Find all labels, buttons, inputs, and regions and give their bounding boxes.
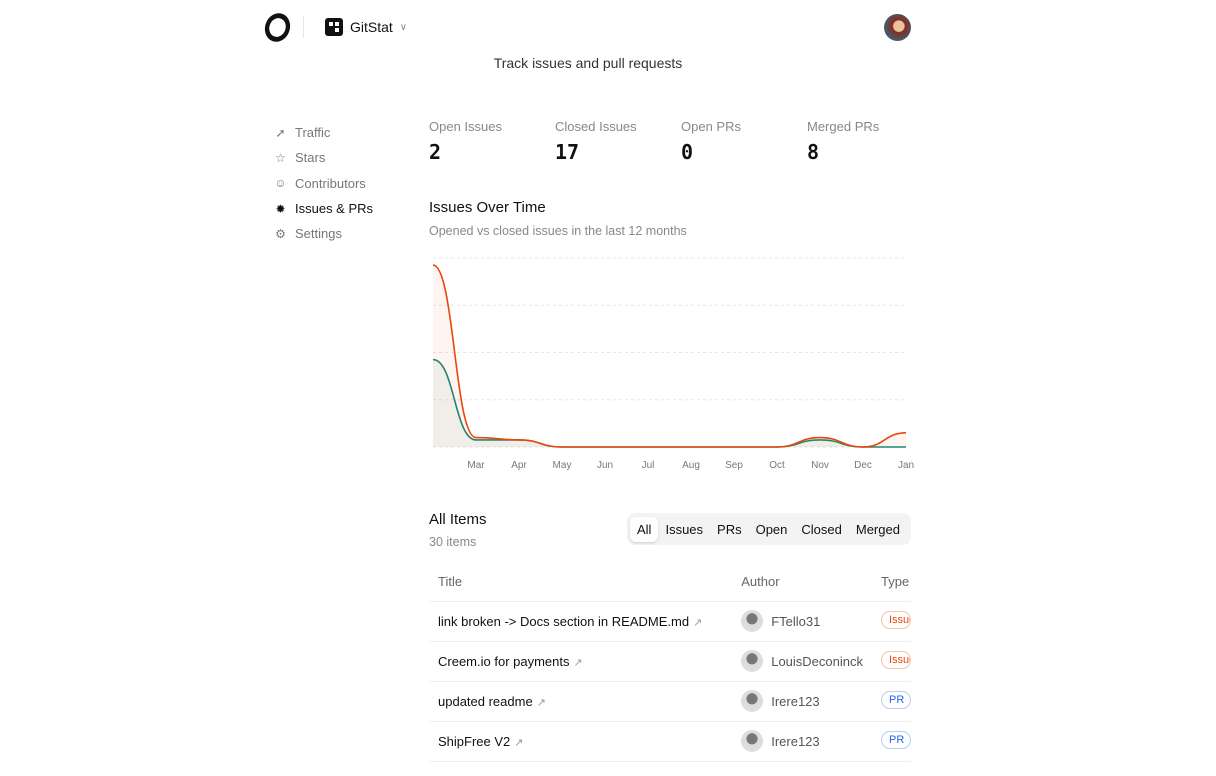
chart-title: Issues Over Time xyxy=(429,199,546,216)
filter-issues[interactable]: Issues xyxy=(665,521,704,537)
filter-prs[interactable]: PRs xyxy=(717,521,742,537)
x-tick-label: Jan xyxy=(898,460,914,471)
column-type[interactable]: Type xyxy=(872,563,911,602)
x-tick-label: Mar xyxy=(467,460,485,471)
table-row[interactable]: updated readme ↗ Irere123 PR xyxy=(429,681,911,722)
series-line-closed xyxy=(432,358,906,448)
item-title[interactable]: updated readme ↗ xyxy=(429,681,733,722)
type-badge: PR xyxy=(881,730,911,749)
bug-icon: ✹ xyxy=(275,201,286,216)
external-link-icon[interactable]: ↗ xyxy=(573,656,583,669)
type-badge: PR xyxy=(881,690,911,709)
item-author: FTello31 xyxy=(741,610,872,632)
filter-open[interactable]: Open xyxy=(755,521,788,537)
item-author: LouisDeconinck xyxy=(741,650,872,672)
stat-merged-prs: Merged PRs 8 xyxy=(807,119,880,164)
x-tick-label: Sep xyxy=(725,460,743,471)
external-link-icon[interactable]: ↗ xyxy=(514,736,524,749)
table-row[interactable]: link broken -> Docs section in README.md… xyxy=(429,601,911,642)
item-title[interactable]: Creem.io for payments ↗ xyxy=(429,641,733,682)
stat-open-prs: Open PRs 0 xyxy=(681,119,741,164)
column-author[interactable]: Author xyxy=(732,563,872,602)
filter-closed[interactable]: Closed xyxy=(801,521,842,537)
item-author: Irere123 xyxy=(741,730,872,752)
sidebar-item-traffic[interactable]: ➚ Traffic xyxy=(275,125,331,141)
pointer-icon: ➚ xyxy=(275,125,286,140)
external-link-icon[interactable]: ↗ xyxy=(536,696,546,709)
page-tagline: Track issues and pull requests xyxy=(493,55,683,71)
divider xyxy=(303,16,304,38)
external-link-icon[interactable]: ↗ xyxy=(693,616,703,629)
project-name: GitStat xyxy=(350,19,393,35)
series-area xyxy=(433,265,906,447)
x-tick-label: Jul xyxy=(642,460,655,471)
project-switcher[interactable]: GitStat ∨ xyxy=(325,18,407,36)
x-tick-label: May xyxy=(553,460,572,471)
star-icon: ☆ xyxy=(275,150,286,165)
sidebar-nav: ➚ Traffic ☆ Stars ☺ Contributors ✹ Issues & … xyxy=(274,120,373,246)
x-tick-label: Oct xyxy=(769,460,785,471)
items-title: All Items xyxy=(429,511,487,528)
filter-all[interactable]: All xyxy=(630,516,659,542)
author-avatar xyxy=(741,730,764,752)
items-table: Title Author Type link broken -> Docs sect… xyxy=(429,563,911,762)
type-badge: Issue xyxy=(881,650,911,669)
stat-open-issues: Open Issues 2 xyxy=(429,119,502,164)
x-tick-label: Jun xyxy=(597,460,613,471)
x-tick-label: Dec xyxy=(854,460,872,471)
x-tick-label: Aug xyxy=(682,460,700,471)
x-tick-label: Nov xyxy=(811,460,829,471)
chevron-down-icon: ∨ xyxy=(399,21,408,33)
x-tick-label: Apr xyxy=(511,460,527,471)
type-badge: Issue xyxy=(881,610,911,629)
user-avatar[interactable] xyxy=(884,14,911,41)
series-line-opened xyxy=(432,264,907,448)
sidebar-item-issues-prs[interactable]: ✹ Issues & PRs xyxy=(275,201,374,217)
table-row[interactable]: ShipFree V2 ↗ Irere123 PR xyxy=(429,721,911,762)
sidebar-item-stars[interactable]: ☆ Stars xyxy=(275,150,326,166)
author-avatar xyxy=(741,690,764,712)
author-avatar xyxy=(741,650,764,672)
chart-subtitle: Opened vs closed issues in the last 12 m… xyxy=(429,224,687,238)
item-title[interactable]: ShipFree V2 ↗ xyxy=(429,721,733,762)
filter-merged[interactable]: Merged xyxy=(855,521,900,537)
sidebar-item-settings[interactable]: ⚙ Settings xyxy=(275,226,342,242)
filter-tabs: All Issues PRs Open Closed Merged xyxy=(627,513,911,545)
table-row[interactable]: Creem.io for payments ↗ LouisDeconinck Is… xyxy=(429,641,911,682)
item-author: Irere123 xyxy=(741,690,872,712)
author-avatar xyxy=(741,610,764,632)
series-area xyxy=(433,359,906,447)
sidebar-item-contributors[interactable]: ☺ Contributors xyxy=(274,175,366,191)
gitstat-logo-icon xyxy=(325,18,343,36)
stat-closed-issues: Closed Issues 17 xyxy=(555,119,637,164)
item-title[interactable]: link broken -> Docs section in README.md… xyxy=(429,601,733,642)
issues-chart: Mar Apr May Jun Jul Aug Sep Oct Nov Dec Jan xyxy=(432,257,914,471)
column-title[interactable]: Title xyxy=(429,563,733,602)
gear-icon: ⚙ xyxy=(275,226,286,241)
items-count: 30 items xyxy=(429,535,477,549)
user-icon: ☺ xyxy=(274,176,287,191)
